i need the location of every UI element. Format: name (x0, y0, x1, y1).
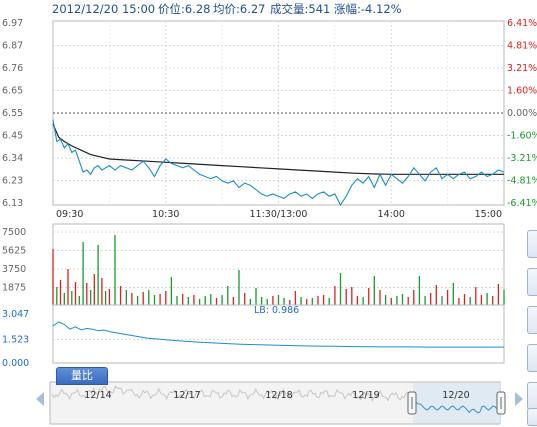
price-tick-label: 6.23 (2, 176, 23, 187)
ratio-tick-label: 0.000 (2, 358, 29, 369)
volume-tick-label: 3750 (2, 264, 26, 275)
percent-tick-label: 3.21% (507, 63, 537, 74)
side-tab-5[interactable] (527, 382, 537, 410)
header-avg: 均价:6.27 (213, 2, 265, 16)
scroll-right-arrow-icon[interactable] (515, 392, 523, 406)
volume-tick-label: 5625 (2, 246, 26, 257)
side-tab-6[interactable] (527, 408, 537, 426)
volume-panel (52, 223, 505, 306)
price-tick-label: 6.65 (2, 86, 23, 97)
navigator-history-line (51, 385, 409, 402)
navigator-date-label: 12/19 (352, 390, 379, 401)
volume-tick-label: 7500 (2, 227, 26, 238)
percent-tick-label: 0.00% (507, 108, 537, 119)
percent-tick-label: -3.21% (507, 153, 537, 164)
navigator-selection-line (413, 397, 500, 414)
side-tab-1[interactable] (527, 230, 537, 258)
price-tick-label: 6.97 (2, 18, 23, 29)
side-tab-4[interactable] (527, 344, 537, 372)
ratio-tick-label: 3.047 (2, 309, 29, 320)
navigator-date-label: 12/20 (442, 390, 469, 401)
price-tick-label: 6.55 (2, 108, 23, 119)
side-tab-2[interactable] (527, 268, 537, 296)
ratio-panel (52, 304, 505, 364)
header-datetime: 2012/12/20 15:00 (52, 2, 155, 16)
percent-tick-label: -1.60% (507, 131, 537, 142)
price-tick-label: 6.34 (2, 153, 23, 164)
navigator-selection[interactable] (413, 383, 500, 423)
header-change: 涨幅:-4.12% (334, 2, 402, 16)
header-volume: 成交量:541 (270, 2, 330, 16)
price-line (52, 119, 505, 207)
volume-tick-label: 1875 (2, 283, 26, 294)
price-tick-label: 6.76 (2, 63, 23, 74)
volume-grid (53, 231, 504, 288)
price-tick-label: 6.13 (2, 198, 23, 209)
ratio-tick-label: 1.523 (2, 335, 29, 346)
percent-tick-label: -4.81% (507, 176, 537, 187)
price-tick-label: 6.45 (2, 131, 23, 142)
price-tick-label: 6.87 (2, 41, 23, 52)
header-price: 价位:6.28 (158, 2, 210, 16)
time-tick-label: 09:30 (56, 209, 83, 220)
side-tab-3[interactable] (527, 306, 537, 334)
navigator-date-label: 12/18 (265, 390, 292, 401)
time-tick-label: 11:30/13:00 (250, 209, 308, 220)
time-tick-label: 15:00 (475, 209, 502, 220)
average-price-line (52, 123, 504, 175)
volume-ratio-label: LB: 0.986 (254, 305, 299, 316)
time-tick-label: 10:30 (152, 209, 179, 220)
tab-volume-ratio[interactable]: 量比 (56, 367, 108, 385)
navigator-date-label: 12/14 (84, 390, 111, 401)
scroll-left-arrow-icon[interactable] (36, 392, 44, 406)
percent-tick-label: 4.81% (507, 41, 537, 52)
volume-ratio-line (52, 321, 504, 348)
percent-tick-label: -6.41% (507, 198, 537, 209)
navigator-date-label: 12/17 (173, 390, 200, 401)
time-tick-label: 14:00 (378, 209, 405, 220)
percent-tick-label: 1.60% (507, 86, 537, 97)
percent-tick-label: 6.41% (507, 18, 537, 29)
